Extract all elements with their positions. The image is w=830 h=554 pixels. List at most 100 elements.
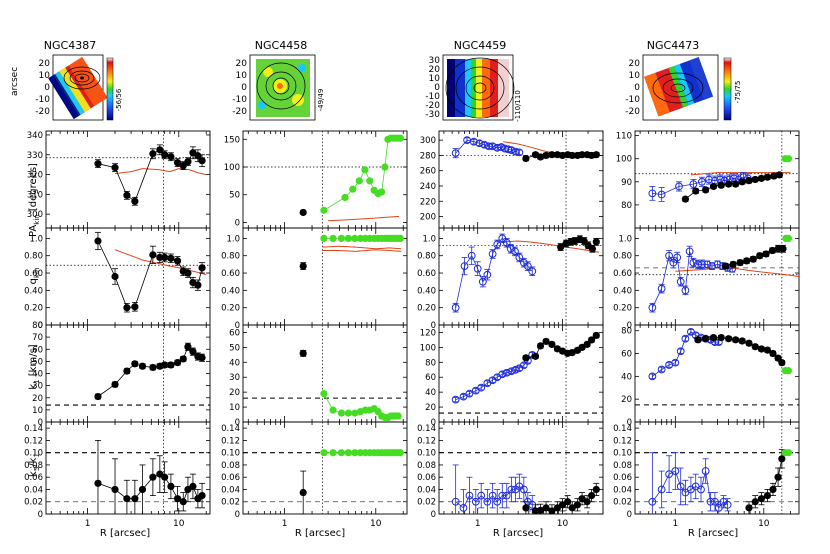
row-label-k5: k5/k1 xyxy=(28,453,41,477)
data-point-filled xyxy=(131,360,139,368)
y-tick-label: 0.80 xyxy=(417,252,436,262)
panel-frame xyxy=(438,130,604,229)
data-point-open xyxy=(465,491,474,500)
panel-k1: 0 20 40 60 80 xyxy=(621,324,800,428)
data-point-filled xyxy=(763,173,772,181)
map-title-ngc4387: NGC4387 xyxy=(44,39,96,52)
data-point-open xyxy=(459,503,468,512)
y-tick-label: 220 xyxy=(420,197,436,207)
map-tick: -20 xyxy=(625,107,640,117)
data-point-open xyxy=(477,383,486,392)
data-point-filled xyxy=(592,331,600,340)
data-point-filled xyxy=(542,504,550,512)
y-tick-label: 0.40 xyxy=(417,286,436,296)
y-tick-label: 0 xyxy=(627,321,632,331)
galaxy-column-ngc4387: 30031032033034000.200.400.600.801.001020… xyxy=(24,130,211,529)
data-point-filled xyxy=(548,151,556,159)
data-point-filled xyxy=(184,343,192,351)
data-point-filled xyxy=(522,354,530,362)
y-tick-label: 0.40 xyxy=(613,286,632,296)
y-tick-label: 0.06 xyxy=(24,473,43,483)
data-point-green xyxy=(356,234,365,242)
map-range: -56/56 xyxy=(115,88,123,111)
y-tick-label: 50 xyxy=(229,191,240,201)
panel-pa: 200 220 240 260 280 300 xyxy=(420,130,604,229)
data-point-open xyxy=(473,264,482,273)
data-point-open xyxy=(705,175,713,184)
map-tick: 10 xyxy=(236,71,248,81)
data-point-open xyxy=(502,491,511,500)
x-tick-label: 1 xyxy=(475,519,481,529)
panel-pa: 300 310 320 330 340 xyxy=(27,130,211,229)
data-point-filled xyxy=(702,335,710,343)
data-point-green xyxy=(784,155,793,163)
y-tick-label: 0.80 xyxy=(613,252,632,262)
data-point-filled xyxy=(731,336,740,344)
velocity-maps: NGC4387 NGC4458 NGC4459 NGC4473 arcsec 2… xyxy=(10,39,742,122)
plot-area xyxy=(451,136,600,163)
panel-k5: 0 0.02 0.04 0.06 0.08 0.10 0.12 0.14 1 10 xyxy=(221,421,408,529)
y-tick-label: 0.20 xyxy=(613,304,632,314)
data-point-filled xyxy=(779,245,787,253)
data-point-filled xyxy=(194,152,202,160)
data-point-filled xyxy=(198,354,206,362)
data-point-filled xyxy=(770,172,778,180)
y-tick-label: 0.14 xyxy=(417,424,436,434)
x-tick-label: 10 xyxy=(758,519,770,529)
data-point-filled xyxy=(548,507,556,514)
plot-area xyxy=(451,331,600,404)
x-tick-label: 1 xyxy=(672,519,678,529)
data-point-open xyxy=(703,260,712,269)
data-point-filled xyxy=(768,246,776,255)
row-label-k1: k1 [km/s] xyxy=(28,344,41,389)
open-series-line xyxy=(455,139,520,154)
model-curve xyxy=(322,245,402,250)
map-tick: -20 xyxy=(35,107,50,117)
data-point-filled xyxy=(167,482,175,490)
data-point-filled xyxy=(149,473,157,481)
map-range: -110/110 xyxy=(514,90,522,122)
data-point-open xyxy=(657,485,666,494)
data-point-open xyxy=(478,277,487,286)
data-point-filled xyxy=(724,180,733,188)
panel-k5: 0 0.02 0.04 0.06 0.08 0.10 0.12 0.14 1 10 xyxy=(24,421,211,529)
y-tick-label: 0.06 xyxy=(417,473,436,483)
data-point-filled xyxy=(736,259,744,267)
open-series-line xyxy=(652,176,748,195)
data-point-open xyxy=(460,262,469,271)
y-tick-label: 0 xyxy=(38,510,43,520)
map-tick: 20 xyxy=(39,59,51,69)
data-point-open xyxy=(515,253,524,262)
y-tick-label: 0.10 xyxy=(24,449,43,459)
data-point-filled xyxy=(763,492,772,500)
y-tick-label: 0 xyxy=(235,418,240,428)
data-point-open xyxy=(657,365,666,374)
data-point-open xyxy=(698,177,706,186)
velocity-map-ngc4458: 20 10 0 -10 -20 -49/49 xyxy=(232,54,325,121)
map-tick: -20 xyxy=(232,107,247,117)
data-point-open xyxy=(694,260,702,269)
x-axis-label: R [arcsec] xyxy=(295,528,345,539)
data-point-open xyxy=(519,361,528,370)
data-point-filled xyxy=(774,245,782,253)
map-tick: -10 xyxy=(35,95,50,105)
data-point-filled xyxy=(131,197,139,205)
kinemetry-panels: 30031032033034000.200.400.600.801.001020… xyxy=(24,130,800,529)
data-point-open xyxy=(665,251,673,260)
data-point-filled xyxy=(583,340,591,348)
galaxy-column-ngc4473: 809010011000.200.400.600.801.00204060800… xyxy=(613,130,800,529)
data-point-open xyxy=(648,497,657,506)
data-point-filled xyxy=(161,361,169,369)
data-point-filled xyxy=(167,153,175,161)
panel-frame xyxy=(438,421,604,515)
x-tick-label: 10 xyxy=(173,519,185,529)
panel-frame xyxy=(634,421,800,515)
model-curve xyxy=(675,267,799,277)
data-point-filled xyxy=(757,495,766,503)
y-tick-label: 0.10 xyxy=(417,449,436,459)
data-point-filled xyxy=(743,257,751,265)
data-point-filled xyxy=(778,455,786,463)
y-tick-label: 30 xyxy=(32,382,43,392)
data-point-open xyxy=(706,497,715,506)
data-point-filled xyxy=(111,380,119,389)
